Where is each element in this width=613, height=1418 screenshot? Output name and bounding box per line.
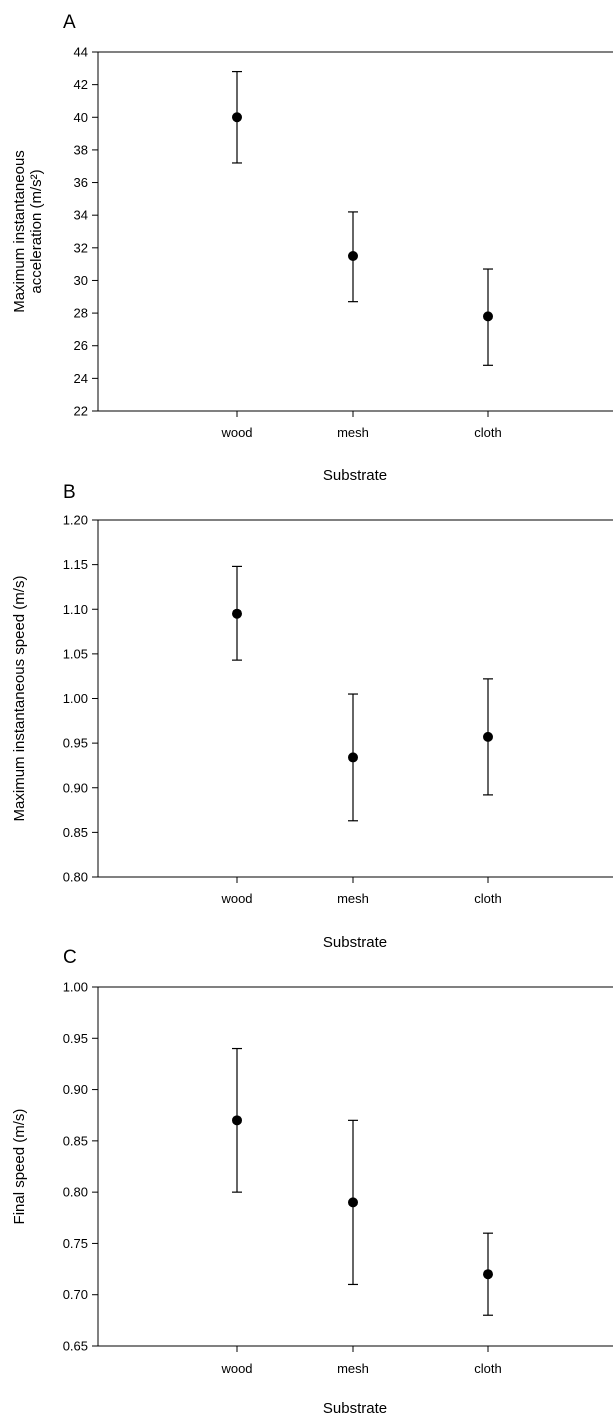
y-tick-label: 38 <box>74 142 88 157</box>
x-tick-label: mesh <box>337 891 369 906</box>
y-tick-label: 30 <box>74 273 88 288</box>
y-tick-label: 42 <box>74 77 88 92</box>
y-tick-label: 32 <box>74 240 88 255</box>
data-point <box>232 1115 242 1126</box>
panel-label: A <box>63 12 76 33</box>
data-point <box>348 752 358 763</box>
y-tick-label: 0.65 <box>63 1339 88 1354</box>
x-tick-label: wood <box>220 425 252 440</box>
y-tick-label: 26 <box>74 338 88 353</box>
y-tick-label: 34 <box>74 208 88 223</box>
x-tick-label: cloth <box>474 425 501 440</box>
y-tick-label: 0.85 <box>63 825 88 840</box>
y-tick-label: 1.00 <box>63 691 88 706</box>
x-tick-label: cloth <box>474 891 501 906</box>
x-tick-label: mesh <box>337 1361 369 1376</box>
y-tick-label: 0.85 <box>63 1133 88 1148</box>
y-axis-title: Maximum instantaneous <box>11 150 28 313</box>
x-axis-title: Substrate <box>323 934 387 951</box>
data-point <box>483 731 493 742</box>
y-tick-label: 0.90 <box>63 1082 88 1097</box>
x-tick-label: wood <box>220 1361 252 1376</box>
y-axis-title: Maximum instantaneous speed (m/s) <box>11 576 28 822</box>
x-tick-label: cloth <box>474 1361 501 1376</box>
panel-label: C <box>63 947 77 968</box>
y-tick-label: 1.00 <box>63 980 88 995</box>
y-tick-label: 0.70 <box>63 1287 88 1302</box>
y-tick-label: 1.20 <box>63 513 88 528</box>
data-point <box>483 1269 493 1280</box>
y-tick-label: 1.05 <box>63 646 88 661</box>
y-tick-label: 36 <box>74 175 88 190</box>
y-tick-label: 28 <box>74 306 88 321</box>
y-axis-title: acceleration (m/s²) <box>28 169 45 293</box>
y-tick-label: 44 <box>74 45 88 60</box>
y-tick-label: 0.75 <box>63 1236 88 1251</box>
y-tick-label: 0.80 <box>63 1185 88 1200</box>
x-axis-title: Substrate <box>323 1400 387 1417</box>
data-point <box>483 311 493 322</box>
panel-label: B <box>63 482 76 503</box>
data-point <box>232 608 242 619</box>
y-tick-label: 40 <box>74 110 88 125</box>
chart-panel-b: B 0.80 0.85 0.90 0.95 1.00 1.05 1.10 1.15 1.20 woo… <box>11 482 613 951</box>
y-tick-label: 0.95 <box>63 736 88 751</box>
data-point <box>232 112 242 123</box>
y-tick-label: 1.15 <box>63 557 88 572</box>
y-axis-title: Final speed (m/s) <box>11 1109 28 1225</box>
data-point <box>348 1197 358 1208</box>
y-tick-label: 0.95 <box>63 1031 88 1046</box>
y-tick-label: 22 <box>74 404 88 419</box>
y-tick-label: 1.10 <box>63 602 88 617</box>
y-tick-label: 0.90 <box>63 780 88 795</box>
chart-panel-c: C 0.65 0.70 0.75 0.80 0.85 0.90 0.95 1.00 wood mes… <box>11 947 613 1417</box>
x-axis-title: Substrate <box>323 467 387 484</box>
data-point <box>348 250 358 261</box>
chart-panel-a: A 22 24 26 28 30 32 34 36 38 40 42 44 wood mesh cloth Su… <box>11 12 613 484</box>
x-tick-label: mesh <box>337 425 369 440</box>
x-tick-label: wood <box>220 891 252 906</box>
y-tick-label: 0.80 <box>63 870 88 885</box>
y-tick-label: 24 <box>74 371 88 386</box>
